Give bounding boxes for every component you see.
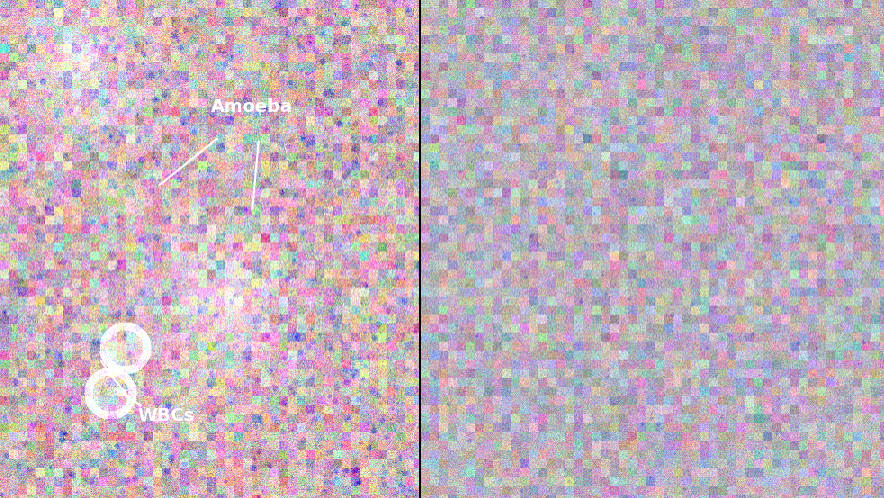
Text: WBCs: WBCs <box>138 407 194 425</box>
Text: Amoeba: Amoeba <box>211 98 293 116</box>
